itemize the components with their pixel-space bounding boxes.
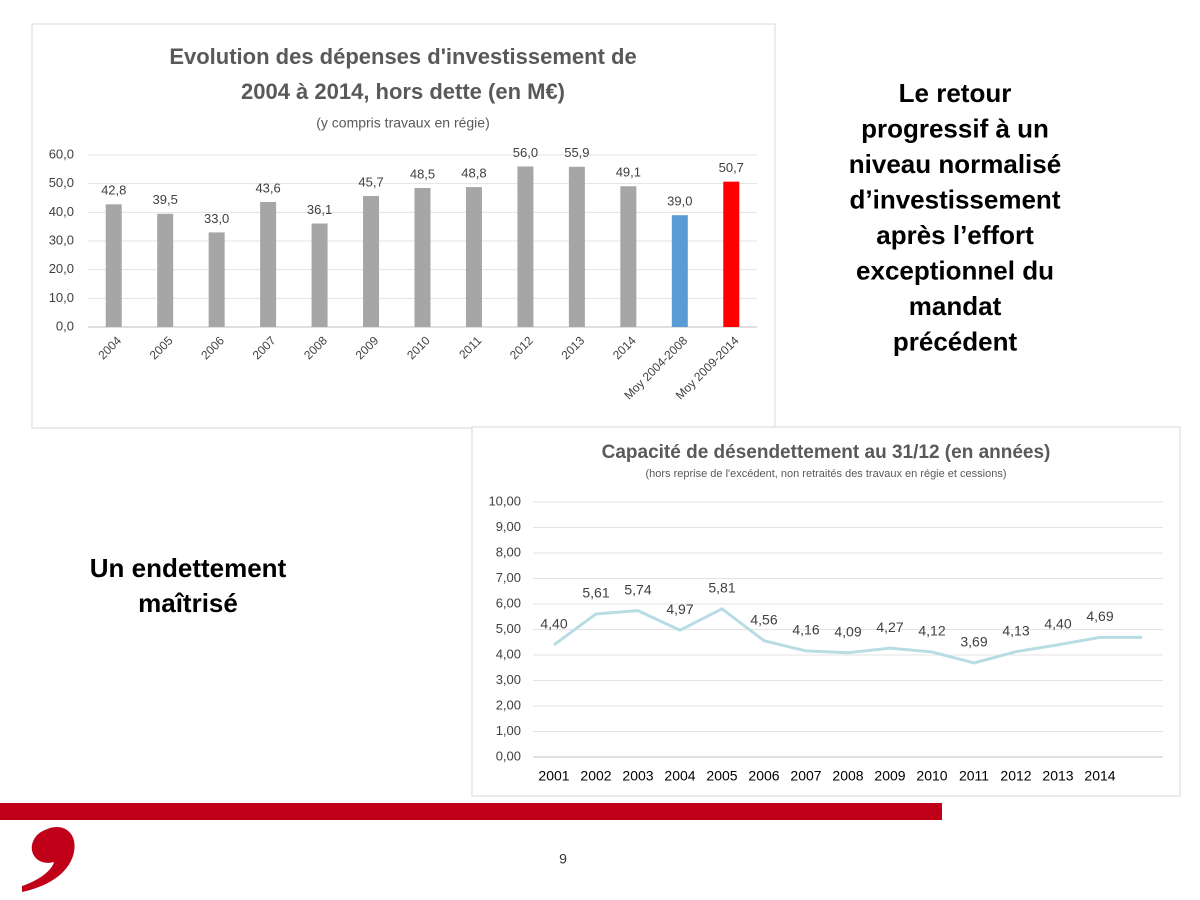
line	[553, 607, 1142, 665]
x-tick-label: 2011	[959, 768, 989, 784]
bar	[723, 181, 740, 327]
y-tick-label: 40,0	[49, 204, 74, 219]
value-label: 5,81	[708, 580, 735, 596]
y-tick-label: 5,00	[496, 621, 521, 636]
right-text: d’investissement	[850, 184, 1061, 214]
right-text: précédent	[893, 326, 1018, 356]
x-tick-label: 2013	[1042, 768, 1073, 784]
bar	[568, 166, 585, 327]
x-tick-label: 2004	[664, 768, 695, 784]
left-text: maîtrisé	[138, 588, 238, 618]
chart-title-line: 2004 à 2014, hors dette (en M€)	[241, 79, 565, 104]
chart-subtitle: (y compris travaux en régie)	[316, 115, 490, 131]
page-number: 9	[559, 851, 567, 867]
value-label: 48,8	[461, 166, 486, 181]
right-text: niveau normalisé	[849, 149, 1061, 179]
x-tick-label: 2010	[916, 768, 947, 784]
x-tick-label: 2006	[748, 768, 779, 784]
x-tick-label: 2008	[832, 768, 863, 784]
y-tick-label: 6,00	[496, 595, 521, 610]
value-label: 4,13	[1002, 622, 1029, 638]
value-label: 5,74	[624, 581, 651, 597]
bar	[311, 223, 328, 327]
logo	[22, 826, 75, 892]
value-label: 45,7	[358, 174, 383, 189]
bar	[208, 232, 225, 327]
bar	[363, 195, 380, 327]
value-label: 4,97	[666, 601, 693, 617]
value-label: 39,5	[153, 192, 178, 207]
x-tick-label: 2014	[1084, 768, 1115, 784]
chart-subtitle: (hors reprise de l'excédent, non retrait…	[645, 468, 1006, 480]
y-tick-label: 4,00	[496, 646, 521, 661]
chart-title-line: Evolution des dépenses d'investissement …	[169, 44, 636, 69]
right-text: mandat	[909, 291, 1002, 321]
y-tick-label: 2,00	[496, 697, 521, 712]
value-label: 43,6	[255, 180, 280, 195]
y-tick-label: 20,0	[49, 261, 74, 276]
x-tick-label: 2002	[580, 768, 611, 784]
x-tick-label: 2003	[622, 768, 653, 784]
y-tick-label: 8,00	[496, 544, 521, 559]
x-tick-label: 2001	[538, 768, 569, 784]
y-tick-label: 50,0	[49, 175, 74, 190]
value-label: 36,1	[307, 202, 332, 217]
bar	[157, 213, 174, 327]
left-text: Un endettement	[90, 553, 287, 583]
x-tick-label: 2007	[790, 768, 821, 784]
y-tick-label: 0,00	[496, 748, 521, 763]
bar	[414, 187, 431, 327]
value-label: 39,0	[667, 194, 692, 209]
bar-chart-frame	[31, 23, 776, 429]
bar	[465, 187, 482, 327]
line-chart-frame	[471, 426, 1181, 797]
value-label: 5,61	[582, 585, 609, 601]
value-label: 4,09	[834, 623, 861, 639]
value-label: 56,0	[513, 145, 538, 160]
value-label: 4,56	[750, 611, 777, 627]
value-label: 4,27	[876, 619, 903, 635]
red-band	[0, 803, 942, 820]
bar	[620, 186, 637, 327]
y-tick-label: 3,00	[496, 672, 521, 687]
x-tick-label: 2005	[706, 768, 737, 784]
value-label: 4,12	[918, 623, 945, 639]
value-label: 50,7	[719, 160, 744, 175]
value-label: 4,40	[540, 616, 567, 632]
y-tick-label: 0,0	[56, 318, 74, 333]
y-tick-label: 10,0	[49, 290, 74, 305]
y-tick-label: 7,00	[496, 570, 521, 585]
value-label: 49,1	[616, 165, 641, 180]
right-text: après l’effort	[876, 220, 1034, 250]
right-text: exceptionnel du	[856, 255, 1054, 285]
value-label: 48,5	[410, 166, 435, 181]
y-tick-label: 30,0	[49, 232, 74, 247]
right-text: Le retour	[899, 78, 1012, 108]
value-label: 33,0	[204, 211, 229, 226]
value-label: 4,16	[792, 622, 819, 638]
chart-title: Evolution des dépenses d'investissement …	[169, 44, 636, 104]
bar	[260, 202, 277, 327]
value-label: 42,8	[101, 183, 126, 198]
chart-title: Capacité de désendettement au 31/12 (en …	[602, 442, 1051, 463]
y-tick-label: 10,00	[488, 493, 521, 508]
value-label: 4,69	[1086, 608, 1113, 624]
y-tick-label: 60,0	[49, 146, 74, 161]
value-label: 4,40	[1044, 616, 1071, 632]
right-text: progressif à un	[861, 113, 1049, 143]
y-tick-label: 1,00	[496, 723, 521, 738]
bar	[671, 215, 688, 327]
x-tick-label: 2009	[874, 768, 905, 784]
y-tick-label: 9,00	[496, 519, 521, 534]
bar	[517, 166, 534, 327]
bar	[105, 204, 122, 327]
value-label: 3,69	[960, 634, 987, 650]
x-tick-label: 2012	[1000, 768, 1031, 784]
value-label: 55,9	[564, 145, 589, 160]
